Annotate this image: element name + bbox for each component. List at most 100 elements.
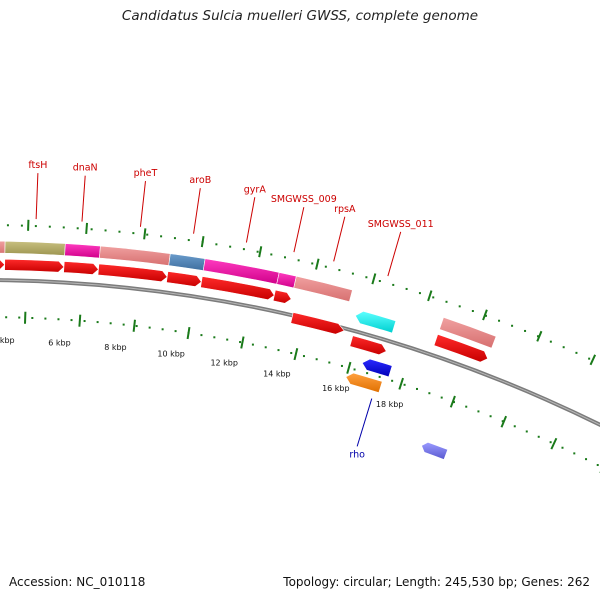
gene-label-rpsa: rpsA	[334, 204, 356, 215]
inner-tick-mark	[186, 326, 191, 340]
scale-label: 10 kbp	[157, 350, 185, 359]
outer-tick-dot	[118, 230, 121, 233]
outer-tick-dot	[90, 228, 93, 231]
inner-tick-dot	[452, 401, 455, 404]
outer-tick-dot	[365, 276, 368, 279]
valS-block	[0, 240, 6, 254]
outer-tick-dot	[270, 253, 273, 256]
outer-tick-dot	[524, 329, 527, 332]
outer-tick-dot	[338, 269, 341, 272]
edge-pink-block	[439, 317, 496, 348]
inner-tick-dot	[378, 375, 381, 378]
outer-tick-dot	[297, 259, 300, 262]
outer-tick-mark	[315, 258, 320, 270]
outer-tick-mark	[200, 236, 205, 248]
outer-tick-mark	[482, 309, 488, 321]
inner-tick-dot	[109, 322, 112, 325]
inner-tick-dot	[70, 319, 73, 322]
outer-tick-mark	[589, 354, 597, 366]
dnaN-block	[64, 243, 101, 259]
outer-tick-mark	[427, 290, 433, 302]
gene-label-gyra: gyrA	[244, 184, 267, 195]
inner-tick-dot	[573, 452, 576, 455]
inner-tick-dot	[5, 316, 8, 319]
outer-tick-mark	[258, 246, 263, 258]
inner-tick-dot	[148, 326, 151, 329]
inner-tick-dot	[31, 317, 34, 320]
pheT-block	[99, 245, 171, 266]
map-title: Candidatus Sulcia muelleri GWSS, complet…	[121, 8, 479, 24]
smgwss-011-block	[355, 311, 396, 333]
inner-tick-mark	[132, 319, 136, 332]
inner-tick-dot	[549, 441, 552, 444]
outer-tick-dot	[256, 250, 259, 253]
inner-tick-mark	[346, 361, 352, 374]
inner-tick-dot	[501, 420, 504, 423]
outer-tick-mark	[143, 228, 147, 240]
outer-tick-dot	[562, 346, 565, 349]
backbone-highlight	[0, 279, 600, 426]
forward-gene-arrow	[290, 312, 345, 335]
inner-tick-mark	[398, 377, 404, 390]
label-leader-line	[356, 398, 373, 447]
inner-tick-dot	[477, 410, 480, 413]
outer-tick-dot	[498, 319, 501, 322]
gene-label-arob: aroB	[189, 175, 211, 186]
outer-tick-dot	[229, 245, 232, 248]
outer-tick-dot	[62, 226, 65, 229]
gene-label-dnan: dnaN	[73, 163, 98, 174]
inner-tick-dot	[161, 328, 164, 331]
inner-tick-dot	[302, 355, 305, 358]
outer-tick-dot	[34, 225, 37, 228]
outer-tick-dot	[351, 272, 354, 275]
inner-tick-dot	[353, 368, 356, 371]
inner-tick-dot	[83, 320, 86, 323]
aroB-block	[168, 253, 206, 271]
inner-tick-dot	[440, 396, 443, 399]
outer-tick-dot	[76, 227, 79, 230]
outer-tick-mark	[85, 222, 88, 234]
inner-tick-dot	[251, 343, 254, 346]
inner-tick-dot	[57, 318, 60, 321]
inner-tick-dot	[122, 323, 125, 326]
inner-tick-dot	[264, 346, 267, 349]
outer-tick-dot	[471, 310, 474, 313]
inner-tick-dot	[403, 383, 406, 386]
outer-tick-dot	[146, 233, 149, 236]
forward-gene-arrow	[434, 334, 488, 362]
label-leader-line	[35, 173, 39, 220]
ftsH-block	[4, 240, 66, 256]
outer-tick-dot	[215, 243, 218, 246]
outer-tick-dot	[588, 357, 591, 360]
gene-label-smgwss-011: SMGWSS_011	[368, 219, 434, 230]
inner-tick-dot	[174, 330, 177, 333]
smgwss-009-block	[276, 272, 297, 289]
inner-tick-dot	[537, 435, 540, 438]
inner-tick-dot	[391, 379, 394, 382]
outer-tick-dot	[6, 224, 9, 227]
outer-tick-dot	[187, 239, 190, 242]
inner-tick-mark	[500, 415, 508, 428]
outer-tick-dot	[536, 335, 539, 338]
forward-gene-arrow	[349, 335, 387, 356]
inner-tick-mark	[293, 348, 299, 361]
inner-tick-dot	[596, 464, 599, 467]
scale-label: 4 kbp	[0, 336, 15, 345]
label-leader-line	[245, 197, 256, 243]
outer-tick-mark	[536, 330, 543, 342]
inner-tick-dot	[226, 338, 229, 341]
scale-label: 14 kbp	[263, 369, 291, 378]
outer-tick-dot	[405, 287, 408, 290]
scale-label: 6 kbp	[48, 338, 70, 347]
forward-gene-arrow	[166, 271, 202, 287]
outer-tick-mark	[371, 273, 377, 285]
inner-tick-dot	[290, 352, 293, 355]
tick-rings	[5, 219, 600, 473]
forward-gene-arrow	[0, 259, 6, 270]
gene-label-ftsh: ftsH	[28, 160, 47, 171]
outer-tick-dot	[458, 305, 461, 308]
inner-tick-dot	[200, 334, 203, 337]
inner-tick-dot	[315, 358, 318, 361]
